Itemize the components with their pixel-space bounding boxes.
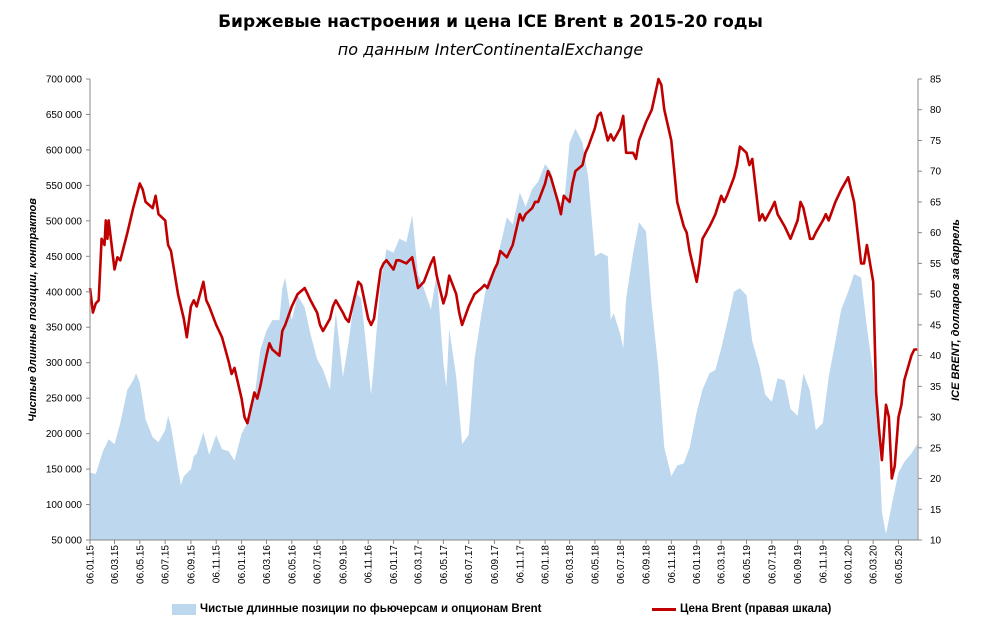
x-tick-label: 06.07.16: [313, 545, 324, 584]
x-tick-label: 06.09.19: [793, 545, 804, 584]
x-tick-label: 06.05.16: [287, 545, 298, 584]
left-tick-label: 450 000: [46, 252, 83, 263]
right-tick-label: 35: [930, 382, 942, 393]
right-axis-title: ICE BRENT, долларов за баррель: [950, 219, 962, 401]
x-tick-label: 06.09.15: [186, 545, 197, 584]
chart-subtitle: по данным InterContinentalExchange: [337, 40, 644, 59]
x-tick-label: 06.09.16: [338, 545, 349, 584]
legend-label-line: Цена Brent (правая шкала): [680, 603, 832, 615]
x-tick-label: 06.01.17: [389, 545, 400, 584]
x-tick-label: 06.03.17: [414, 545, 425, 584]
right-axis-ticks: 10 15 20 25 30 35 40 45 50 55 60 65 70 75 80 85: [918, 75, 942, 547]
right-tick-label: 75: [930, 136, 942, 147]
left-tick-label: 700 000: [46, 75, 83, 86]
left-tick-label: 600 000: [46, 145, 83, 156]
left-tick-label: 500 000: [46, 216, 83, 227]
left-tick-label: 50 000: [51, 536, 82, 547]
x-tick-label: 06.03.15: [110, 545, 121, 584]
x-tick-label: 06.05.17: [439, 545, 450, 584]
x-tick-label: 06.11.16: [364, 545, 375, 584]
x-tick-label: 06.03.16: [262, 545, 273, 584]
right-tick-label: 55: [930, 259, 942, 270]
x-tick-label: 06.01.19: [692, 545, 703, 584]
x-tick-label: 06.05.20: [894, 545, 905, 584]
x-tick-label: 06.01.16: [237, 545, 248, 584]
x-tick-label: 06.09.18: [642, 545, 653, 584]
x-tick-label: 06.03.18: [565, 545, 576, 584]
x-tick-label: 06.01.18: [541, 545, 552, 584]
left-axis-title: Чистые длинные позиции, контрактов: [27, 198, 39, 422]
legend-swatch-line: [652, 607, 676, 611]
line-series-path: [88, 77, 918, 480]
x-tick-label: 06.11.19: [818, 545, 829, 584]
left-tick-label: 200 000: [46, 429, 83, 440]
area-series-path: [90, 128, 918, 540]
x-tick-label: 06.09.17: [490, 545, 501, 584]
legend-label-area: Чистые длинные позиции по фьючерсам и оп…: [200, 603, 542, 615]
right-tick-label: 10: [930, 536, 942, 547]
right-tick-label: 20: [930, 474, 942, 485]
x-tick-label: 06.11.17: [515, 545, 526, 584]
left-tick-label: 250 000: [46, 394, 83, 405]
x-tick-label: 06.05.15: [135, 545, 146, 584]
left-tick-label: 400 000: [46, 287, 83, 298]
left-tick-label: 550 000: [46, 181, 83, 192]
x-tick-label: 06.07.18: [616, 545, 627, 584]
right-tick-label: 30: [930, 413, 942, 424]
x-tick-label: 06.07.17: [464, 545, 475, 584]
legend-item-line: Цена Brent (правая шкала): [652, 603, 831, 615]
left-tick-label: 300 000: [46, 358, 83, 369]
right-tick-label: 65: [930, 197, 942, 208]
right-tick-label: 15: [930, 505, 942, 516]
line-series: [88, 77, 918, 480]
right-tick-label: 60: [930, 228, 942, 239]
x-tick-label: 06.01.20: [844, 545, 855, 584]
area-series: [90, 128, 918, 540]
x-tick-label: 06.11.15: [212, 545, 223, 584]
x-tick-label: 06.07.15: [161, 545, 172, 584]
right-tick-label: 45: [930, 320, 942, 331]
x-tick-label: 06.11.18: [667, 545, 678, 584]
left-tick-label: 100 000: [46, 500, 83, 511]
left-tick-label: 650 000: [46, 110, 83, 121]
right-tick-label: 85: [930, 75, 942, 86]
x-tick-label: 06.05.19: [742, 545, 753, 584]
legend-item-area: Чистые длинные позиции по фьючерсам и оп…: [172, 603, 541, 615]
x-tick-label: 06.05.18: [590, 545, 601, 584]
right-tick-label: 80: [930, 105, 942, 116]
axes: [89, 79, 919, 541]
x-axis-ticks: 06.01.15 06.03.15 06.05.15 06.07.15 06.09.15…: [86, 540, 905, 584]
chart-title: Биржевые настроения и цена ICE Brent в 2…: [218, 12, 763, 32]
left-tick-label: 350 000: [46, 323, 83, 334]
x-tick-label: 06.03.19: [717, 545, 728, 584]
legend-swatch-area: [172, 603, 196, 615]
right-tick-label: 25: [930, 443, 942, 454]
left-tick-label: 150 000: [46, 465, 83, 476]
left-axis-ticks: 50 000 100 000 150 000 200 000 250 000 300 00…: [46, 75, 90, 547]
x-tick-label: 06.03.20: [869, 545, 880, 584]
x-tick-label: 06.01.15: [86, 545, 97, 584]
right-tick-label: 40: [930, 351, 942, 362]
right-tick-label: 70: [930, 167, 942, 178]
right-tick-label: 50: [930, 290, 942, 301]
x-tick-label: 06.07.19: [767, 545, 778, 584]
